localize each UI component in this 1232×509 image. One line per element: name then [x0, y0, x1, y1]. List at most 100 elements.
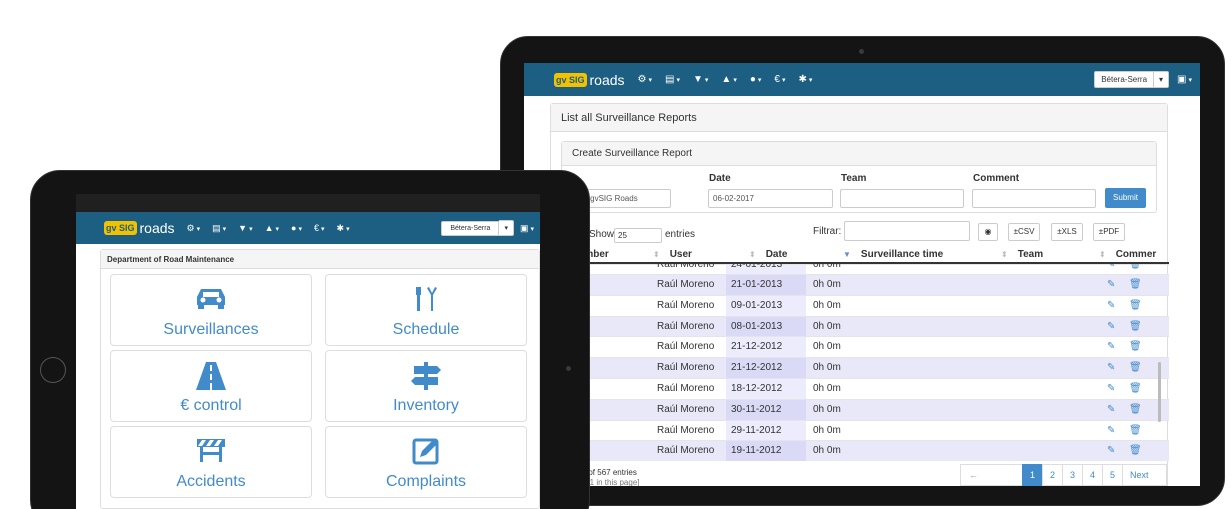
trash-icon[interactable]: 🗑︎ — [1129, 445, 1142, 457]
team-field[interactable] — [840, 189, 964, 208]
user-card-icon[interactable]: ▣ ▾ — [1177, 74, 1192, 85]
cell-date: 08-01-2013 — [731, 320, 783, 332]
binoculars-icon[interactable]: ◉ — [978, 223, 998, 241]
col-user[interactable]: ⬍ User — [653, 249, 692, 260]
trash-icon[interactable]: 🗑︎ — [1129, 341, 1142, 353]
sort-icon: ⬍ — [1001, 250, 1008, 259]
tile-accidents[interactable]: Accidents — [110, 426, 312, 498]
sign-icon[interactable]: ▲ ▾ — [264, 223, 280, 233]
entries-info: g 1 to 25 of 567 entries — [555, 468, 637, 477]
date-field[interactable]: 06-02-2017 — [708, 189, 833, 208]
page-2-button[interactable]: 2 — [1041, 464, 1063, 486]
export-csv-button[interactable]: ±CSV — [1008, 223, 1040, 241]
cell-user: Raúl Moreno — [657, 382, 715, 394]
panel-title: List all Surveillance Reports — [551, 104, 1167, 132]
trash-icon[interactable]: 🗑︎ — [1129, 403, 1142, 415]
edit-icon[interactable]: ✎ — [1107, 362, 1116, 374]
col-team[interactable]: ⬍ Team — [1001, 249, 1044, 260]
edit-icon[interactable]: ✎ — [1107, 299, 1116, 311]
sorted-column-highlight — [726, 265, 806, 274]
funnel-icon[interactable]: ▼ ▾ — [693, 74, 709, 85]
organization-select[interactable]: Bétera-Serra — [1094, 71, 1155, 88]
edit-icon[interactable]: ✎ — [1107, 264, 1116, 270]
gear-icon[interactable]: ✱ ▾ — [336, 222, 350, 233]
col-surveillance-time[interactable]: ▼ Surveillance time — [843, 249, 944, 260]
tile-schedule[interactable]: Schedule — [325, 274, 527, 346]
edit-icon[interactable]: ✎ — [1107, 341, 1116, 353]
trash-icon[interactable]: 🗑︎ — [1129, 362, 1142, 374]
trash-icon[interactable]: 🗑︎ — [1129, 320, 1142, 332]
barrier-icon[interactable]: ▤ ▾ — [665, 74, 680, 85]
tile-control[interactable]: € control — [110, 350, 312, 422]
chevron-down-icon[interactable]: ▾ — [499, 220, 514, 236]
previous-button[interactable]: ← Previous — [960, 464, 1023, 486]
page-size-input[interactable]: 25 — [614, 228, 662, 243]
page-3-button[interactable]: 3 — [1061, 464, 1083, 486]
cell-surveillance-time: 0h 0m — [813, 403, 841, 415]
tools-icon[interactable]: ⚙︎ ▾ — [637, 74, 653, 85]
organization-select[interactable]: Bétera-Serra — [441, 220, 500, 236]
sort-icon: ⬍ — [749, 250, 756, 259]
barrier-icon[interactable]: ▤ ▾ — [212, 222, 227, 233]
sort-icon: ⬍ — [653, 250, 660, 259]
tile-complaints[interactable]: Complaints — [325, 426, 527, 498]
trash-icon[interactable]: 🗑︎ — [1129, 424, 1142, 436]
status-bar — [76, 194, 540, 212]
sorted-column-highlight — [726, 378, 806, 399]
edit-icon[interactable]: ✎ — [1107, 320, 1116, 332]
comment-field[interactable] — [972, 189, 1096, 208]
page-5-button[interactable]: 5 — [1102, 464, 1124, 486]
chevron-down-icon[interactable]: ▾ — [1154, 71, 1170, 88]
tools-icon[interactable]: ⚙︎ ▾ — [186, 222, 201, 233]
cell-user: Raúl Moreno — [657, 362, 715, 374]
edit-icon[interactable]: ✎ — [1107, 382, 1116, 394]
tablet-small-screen: gv SIG roads ⚙︎ ▾ ▤ ▾ ▼ ▾ ▲ ▾ ● ▾ € ▾ ✱ ▾ Béter… — [76, 194, 540, 509]
user-card-icon[interactable]: ▣ ▾ — [519, 222, 534, 233]
gear-icon[interactable]: ✱ ▾ — [798, 74, 813, 85]
edit-icon[interactable]: ✎ — [1107, 445, 1116, 457]
euro-icon[interactable]: € ▾ — [774, 74, 786, 85]
edit-icon[interactable]: ✎ — [1107, 279, 1116, 290]
export-pdf-button[interactable]: ±PDF — [1093, 223, 1125, 241]
chat-icon[interactable]: ● ▾ — [291, 223, 302, 233]
edit-icon[interactable]: ✎ — [1107, 424, 1116, 436]
scrollbar[interactable] — [1158, 362, 1161, 422]
export-xls-button[interactable]: ±XLS — [1051, 223, 1083, 241]
submit-button[interactable]: Submit — [1105, 188, 1146, 208]
trash-icon[interactable]: 🗑︎ — [1129, 299, 1142, 311]
app-logo[interactable]: gv SIG roads — [104, 220, 175, 236]
app-logo[interactable]: gv SIG roads — [554, 72, 625, 88]
chat-icon[interactable]: ● ▾ — [749, 74, 762, 85]
tile-surveillances[interactable]: Surveillances — [110, 274, 312, 346]
next-button[interactable]: Next → — [1122, 464, 1167, 486]
cell-date: 24-01-2013 — [731, 264, 783, 270]
col-comment[interactable]: ⬍ Commer — [1099, 249, 1157, 260]
trash-icon[interactable]: 🗑︎ — [1129, 264, 1142, 270]
funnel-icon[interactable]: ▼ ▾ — [238, 223, 253, 233]
entries-label: entries — [665, 229, 696, 240]
page-1-button[interactable]: 1 — [1021, 464, 1043, 486]
tile-inventory[interactable]: Inventory — [325, 350, 527, 422]
trash-icon[interactable]: 🗑︎ — [1129, 279, 1142, 290]
edit-icon[interactable]: ✎ — [1107, 403, 1116, 415]
trash-icon[interactable]: 🗑︎ — [1129, 382, 1142, 394]
tile-label: € control — [180, 397, 242, 414]
euro-icon[interactable]: € ▾ — [314, 223, 325, 233]
page-4-button[interactable]: 4 — [1081, 464, 1103, 486]
edit-icon — [326, 437, 526, 465]
cell-date: 19-11-2012 — [731, 445, 782, 457]
cell-surveillance-time: 0h 0m — [813, 320, 841, 332]
filter-input[interactable] — [844, 221, 970, 241]
col-date[interactable]: ⬍ Date — [749, 249, 788, 260]
sign-icon[interactable]: ▲ ▾ — [721, 74, 737, 85]
